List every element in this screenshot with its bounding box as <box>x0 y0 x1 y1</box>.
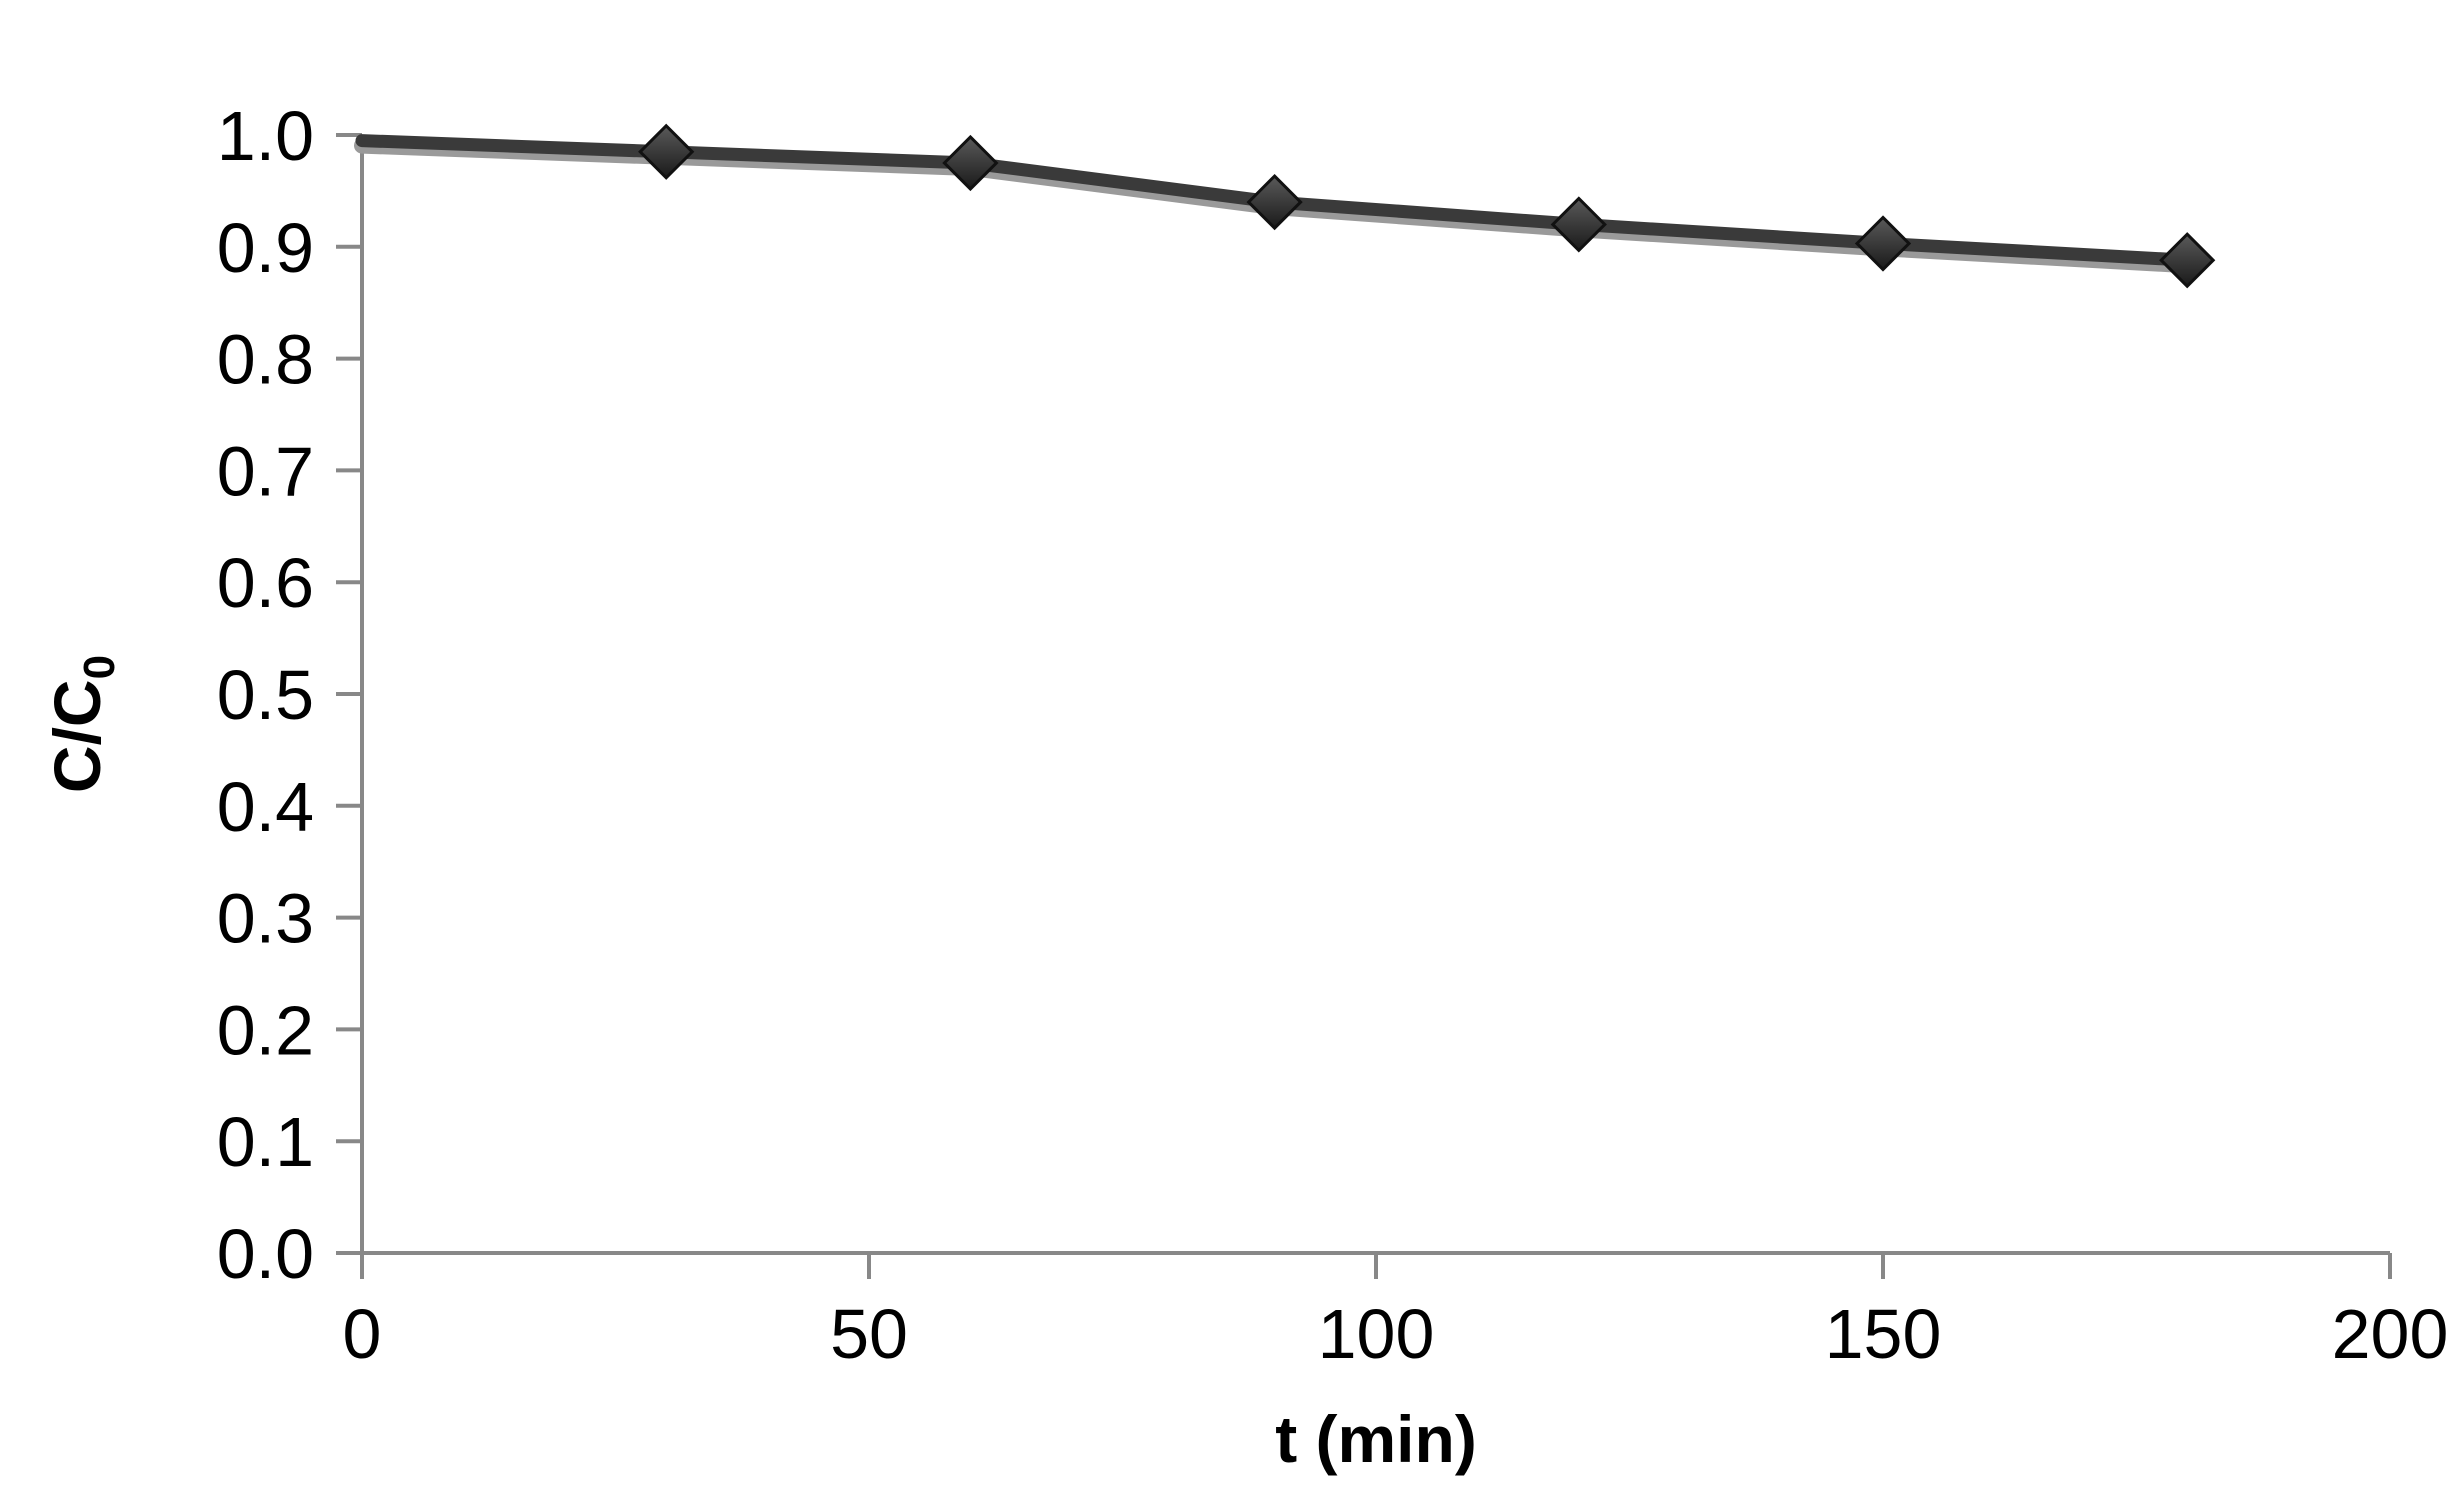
data-point-marker <box>1550 196 1607 253</box>
data-point-marker <box>638 123 695 180</box>
y-tick-label: 0.6 <box>217 544 314 622</box>
axes: 0.0 0.1 0.2 0.3 0.4 0.5 0.6 0.7 0.8 0.9 1.0 0 50 100… <box>217 97 2449 1373</box>
x-tick-label: 100 <box>1318 1295 1435 1373</box>
x-ticks: 0 50 100 150 200 <box>343 1253 2449 1373</box>
data-point-marker <box>1854 215 1912 272</box>
data-point-marker <box>1246 173 1303 231</box>
y-tick-label: 1.0 <box>217 97 314 175</box>
data-point-marker <box>942 134 999 192</box>
y-tick-label: 0.1 <box>217 1103 314 1181</box>
y-tick-label: 0.3 <box>217 880 314 958</box>
y-tick-label: 0.9 <box>217 209 314 287</box>
x-tick-label: 150 <box>1825 1295 1942 1373</box>
y-tick-label: 0.7 <box>217 432 314 510</box>
x-tick-label: 200 <box>2332 1295 2449 1373</box>
y-tick-label: 0.4 <box>217 768 314 846</box>
series-layer <box>354 123 2216 289</box>
y-tick-label: 0.0 <box>217 1215 314 1293</box>
y-tick-label: 0.5 <box>217 656 314 734</box>
y-tick-label: 0.2 <box>217 991 314 1069</box>
data-point-marker <box>2159 232 2216 289</box>
y-tick-label: 0.8 <box>217 321 314 399</box>
y-ticks: 0.0 0.1 0.2 0.3 0.4 0.5 0.6 0.7 0.8 0.9 1.0 <box>217 97 362 1293</box>
x-tick-label: 50 <box>830 1295 908 1373</box>
x-axis-title: t (min) <box>1275 1402 1477 1476</box>
y-axis-title: C/C0 <box>40 655 124 793</box>
y-axis-title-subscript: 0 <box>75 655 124 679</box>
x-tick-label: 0 <box>343 1295 382 1373</box>
y-axis-title-main: C/C <box>40 679 114 793</box>
